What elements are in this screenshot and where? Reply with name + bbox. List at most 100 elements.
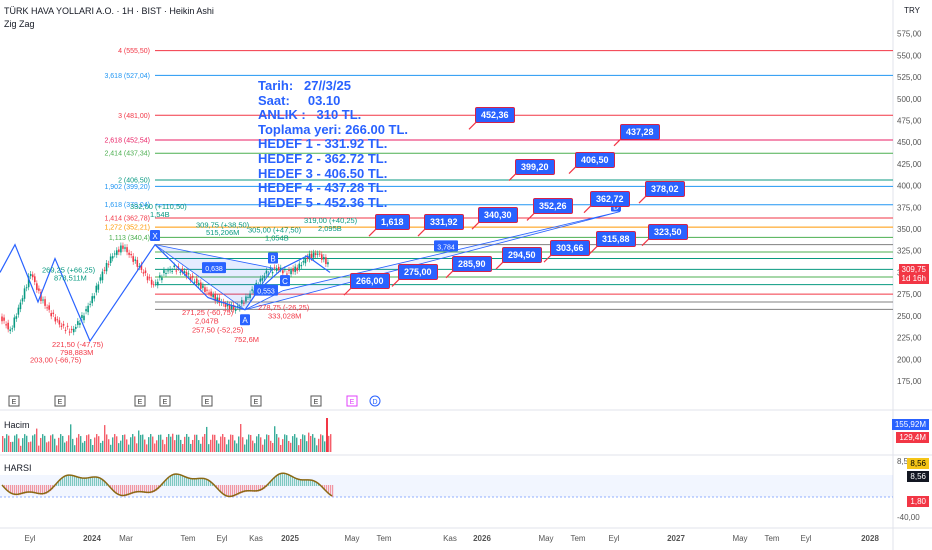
rsi-bar xyxy=(12,485,14,495)
rsi-bar xyxy=(224,485,226,496)
target-badge[interactable]: 315,88 xyxy=(596,231,636,248)
candle-body xyxy=(224,304,227,308)
fib-label: 3,618 (527,04) xyxy=(104,73,150,80)
candle-body xyxy=(83,315,85,321)
volume-bar xyxy=(166,436,168,452)
rsi-bar xyxy=(272,479,274,486)
volume-bar xyxy=(28,442,30,452)
volume-bar xyxy=(122,435,124,452)
rsi-bar xyxy=(198,478,200,486)
target-badge[interactable]: 285,90 xyxy=(452,255,492,272)
rsi-bar xyxy=(242,485,244,493)
volume-bar xyxy=(20,445,22,452)
candle-body xyxy=(122,245,124,249)
rsi-bar xyxy=(308,479,310,486)
rsi-bar xyxy=(86,478,88,486)
target-badge[interactable]: 452,36 xyxy=(475,107,515,124)
target-badge[interactable]: 437,28 xyxy=(620,123,660,140)
target-badge[interactable]: 362,72 xyxy=(590,190,630,207)
fib-label: 4 (555,50) xyxy=(118,48,150,55)
candle-body xyxy=(312,252,315,258)
volume-bar xyxy=(10,441,12,452)
rsi-bar xyxy=(138,485,140,493)
ratio-label: 3,784 xyxy=(437,244,455,251)
target-badge[interactable]: 378,02 xyxy=(645,181,685,198)
candle-body xyxy=(113,253,116,255)
candle-body xyxy=(193,281,196,283)
target-badge[interactable]: 331,92 xyxy=(424,214,464,231)
pattern-point-label: C xyxy=(282,277,288,286)
y-tick-label: 325,00 xyxy=(897,247,922,256)
target-badge[interactable]: 266,00 xyxy=(350,273,390,290)
rsi-bar xyxy=(8,485,10,493)
x-tick-label: Tem xyxy=(376,534,391,543)
last-price-time: 1d 16h xyxy=(901,274,926,283)
volume-bar xyxy=(76,437,78,452)
rsi-line xyxy=(1,472,333,498)
rsi-bar xyxy=(56,483,58,486)
price-annotation: 515,206M xyxy=(206,228,239,237)
event-marker xyxy=(159,395,171,407)
rsi-bar xyxy=(6,485,8,491)
pattern-point-label: A xyxy=(242,316,248,325)
volume-bar xyxy=(66,441,68,452)
volume-bar xyxy=(38,445,40,452)
volume-bar xyxy=(130,437,132,452)
volume-label: Hacim xyxy=(4,420,30,430)
candle-body xyxy=(136,259,139,267)
volume-bar xyxy=(306,441,308,452)
fib-label: 1,113 (340,4) xyxy=(109,235,150,242)
volume-bar xyxy=(14,435,16,452)
volume-bar xyxy=(226,444,228,452)
event-label: E xyxy=(58,399,63,406)
candle-body xyxy=(89,303,91,305)
candle-body xyxy=(103,269,106,271)
rsi-bar xyxy=(32,485,34,494)
currency-label[interactable]: TRY xyxy=(904,6,920,15)
rsi-bar xyxy=(176,474,178,486)
rsi-bar xyxy=(286,473,288,486)
rsi-bar xyxy=(40,485,42,495)
volume-bar xyxy=(288,440,290,452)
candle-body xyxy=(275,268,278,271)
price-annotation: 271,25 (-60,75) xyxy=(182,308,234,317)
candle-body xyxy=(40,292,42,302)
volume-bar xyxy=(196,434,198,452)
rsi-bar xyxy=(28,485,30,494)
rsi-bar xyxy=(18,485,20,496)
rsi-bar xyxy=(196,478,198,486)
event-marker xyxy=(8,395,20,407)
pattern-point-label: D xyxy=(613,202,619,211)
target-badge[interactable]: 294,50 xyxy=(502,247,542,264)
target-badge[interactable]: 275,00 xyxy=(398,264,438,281)
volume-bar xyxy=(214,434,216,452)
volume-bar xyxy=(276,434,278,452)
fib-label: 2,414 (437,34) xyxy=(104,151,150,158)
target-badge[interactable]: 1,618 xyxy=(375,214,410,231)
ratio-box xyxy=(254,284,278,296)
target-badge[interactable]: 352,26 xyxy=(533,198,573,215)
volume-bar xyxy=(162,439,164,452)
rsi-bar xyxy=(116,485,118,494)
rsi-bar xyxy=(260,485,262,492)
target-badge[interactable]: 340,30 xyxy=(478,207,518,224)
volume-bar xyxy=(68,435,70,452)
rsi-bar xyxy=(92,477,94,486)
volume-bar xyxy=(198,440,200,452)
target-badge[interactable]: 406,50 xyxy=(575,151,615,168)
volume-bar xyxy=(82,442,84,452)
target-badge[interactable]: 399,20 xyxy=(515,158,555,175)
price-annotation: 752,6M xyxy=(234,335,259,344)
volume-bar xyxy=(56,445,58,452)
volume-tag-2: 129,4M xyxy=(896,432,929,443)
candle-body xyxy=(280,267,282,270)
volume-bar xyxy=(330,434,332,452)
candle-body xyxy=(142,272,145,274)
candle-body xyxy=(97,284,100,290)
volume-bar xyxy=(296,437,298,452)
rsi-bar xyxy=(126,485,128,497)
candle-body xyxy=(277,266,280,271)
target-badge[interactable]: 303,66 xyxy=(550,240,590,257)
target-badge[interactable]: 323,50 xyxy=(648,223,688,240)
